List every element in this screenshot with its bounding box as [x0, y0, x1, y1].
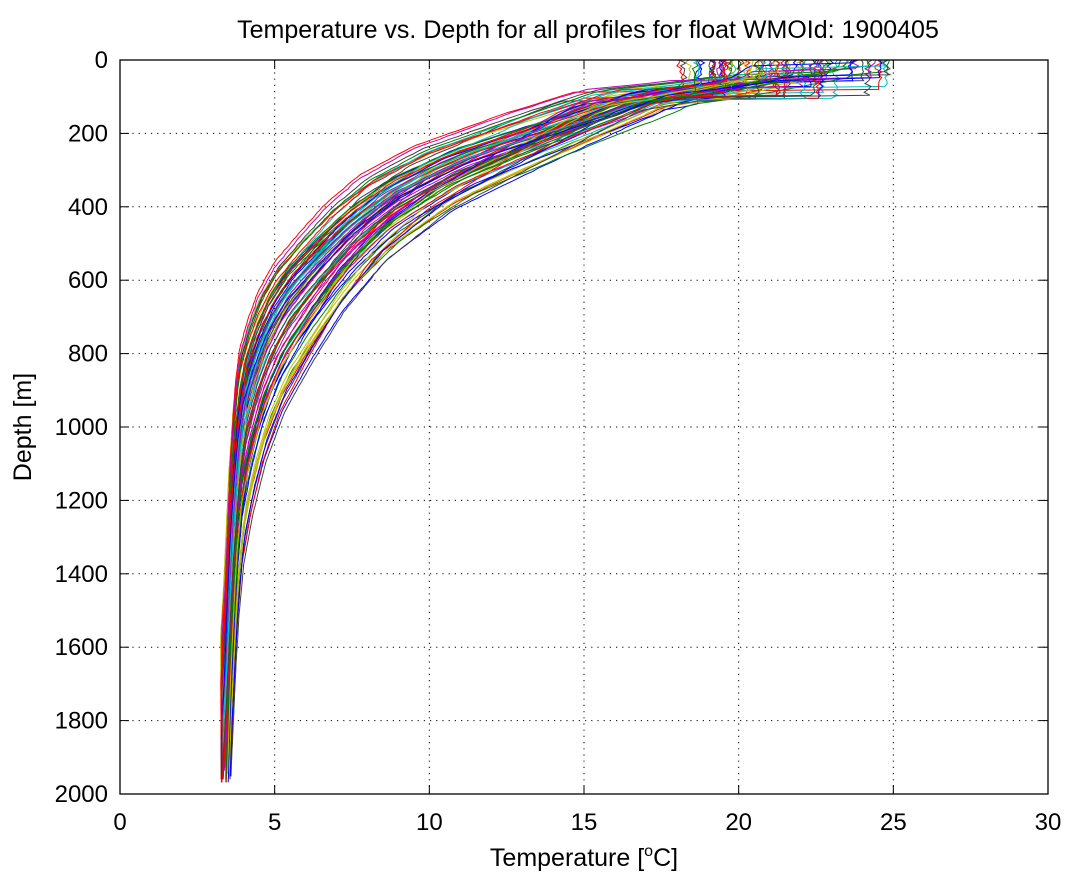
x-tick-label: 0 — [113, 809, 126, 836]
y-tick-label: 600 — [68, 267, 108, 294]
profile-line — [227, 59, 853, 783]
y-tick-label: 2000 — [55, 781, 108, 808]
profile-line — [221, 59, 791, 774]
profile-line — [221, 59, 729, 783]
profile-line — [222, 59, 819, 774]
x-tick-labels: 0 5 10 15 20 25 30 — [113, 809, 1061, 836]
y-tick-label: 1400 — [55, 561, 108, 588]
profile-line — [221, 59, 781, 780]
profile-line — [230, 59, 761, 777]
x-tick-label: 10 — [416, 809, 443, 836]
profiles — [220, 59, 892, 783]
x-tick-label: 25 — [880, 809, 907, 836]
y-tick-label: 1200 — [55, 487, 108, 514]
y-tick-label: 1000 — [55, 414, 108, 441]
profile-line — [227, 59, 780, 774]
y-tick-label: 200 — [68, 120, 108, 147]
y-tick-label: 800 — [68, 341, 108, 368]
y-axis-label: Depth [m] — [9, 373, 37, 481]
x-tick-label: 5 — [268, 809, 281, 836]
x-axis-label: Temperature [oC] — [490, 843, 678, 872]
profile-line — [221, 59, 876, 765]
x-tick-label: 20 — [725, 809, 752, 836]
x-tick-label: 15 — [571, 809, 598, 836]
chart-title: Temperature vs. Depth for all profiles f… — [237, 16, 939, 44]
profile-line — [220, 59, 883, 780]
y-tick-label: 400 — [68, 194, 108, 221]
x-tick-label: 30 — [1035, 809, 1062, 836]
y-tick-labels: 0 200 400 600 800 1000 1200 1400 1600 1800 2000 — [55, 47, 108, 808]
y-tick-label: 1800 — [55, 708, 108, 735]
profile-line — [229, 59, 855, 777]
y-tick-label: 1600 — [55, 634, 108, 661]
profile-line — [225, 59, 699, 783]
y-tick-label: 0 — [95, 47, 108, 74]
ticks — [119, 59, 1049, 795]
